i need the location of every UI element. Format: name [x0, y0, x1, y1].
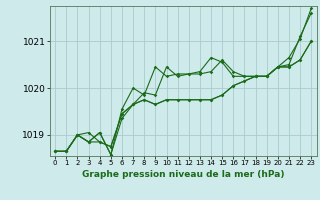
- X-axis label: Graphe pression niveau de la mer (hPa): Graphe pression niveau de la mer (hPa): [82, 170, 284, 179]
